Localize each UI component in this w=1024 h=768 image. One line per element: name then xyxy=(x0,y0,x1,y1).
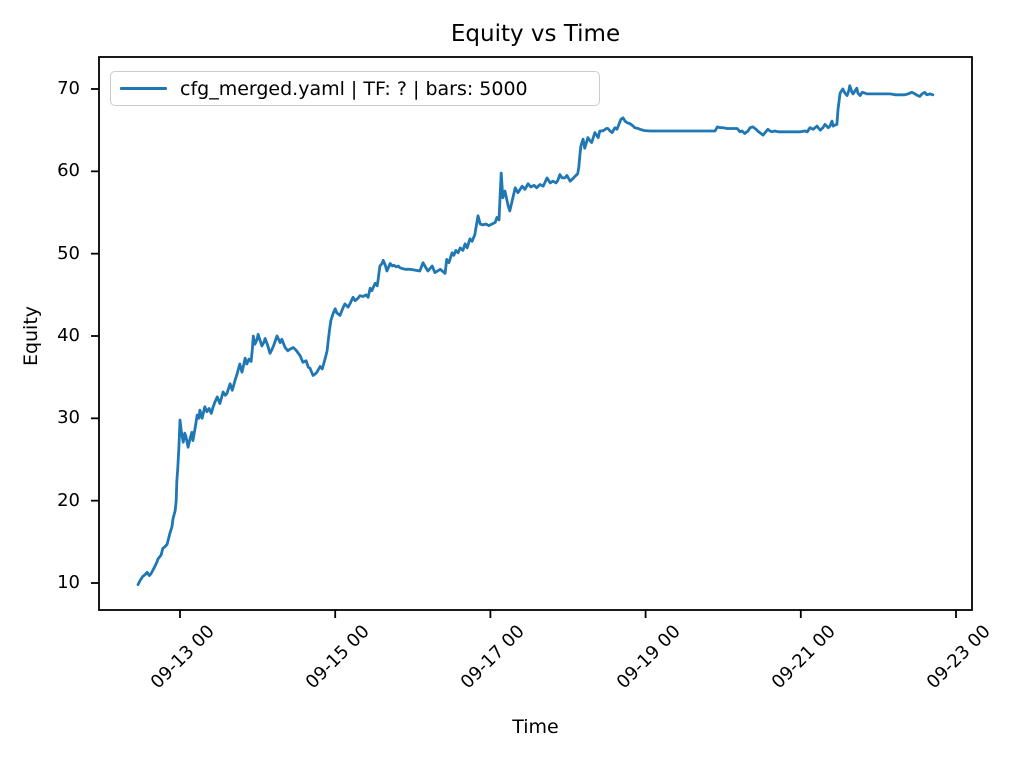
y-tick-label: 10 xyxy=(57,572,80,593)
tick-marks xyxy=(91,88,957,618)
legend: cfg_merged.yaml | TF: ? | bars: 5000 xyxy=(110,71,600,106)
legend-label: cfg_merged.yaml | TF: ? | bars: 5000 xyxy=(180,77,528,100)
legend-line-sample-icon xyxy=(120,86,167,91)
y-tick-label: 70 xyxy=(57,78,80,99)
y-tick-label: 20 xyxy=(57,489,80,511)
y-tick-label: 30 xyxy=(57,407,80,429)
y-tick-label: 60 xyxy=(57,160,80,182)
y-tick-label: 50 xyxy=(57,242,80,264)
equity-series-line xyxy=(136,84,935,586)
y-tick-label: 40 xyxy=(57,325,80,346)
chart-title: Equity vs Time xyxy=(450,21,621,47)
axes-spines xyxy=(98,56,973,611)
x-axis-label: Time xyxy=(512,716,559,738)
